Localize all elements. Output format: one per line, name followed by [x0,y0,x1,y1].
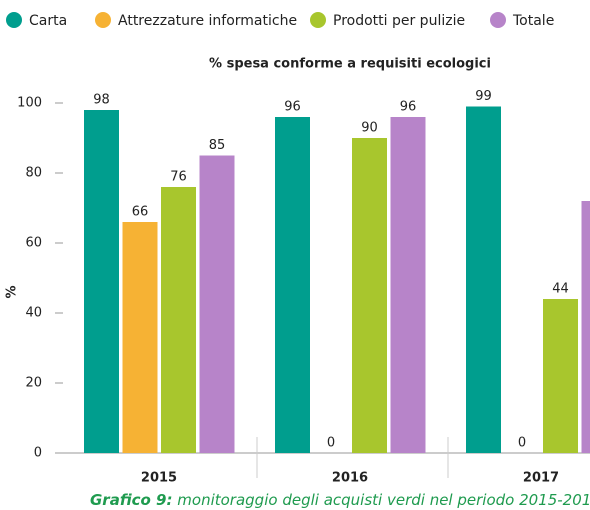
x-tick-label: 2017 [523,471,559,486]
value-label: 96 [284,100,301,115]
value-label: 76 [170,170,187,185]
legend-label: Carta [29,13,67,29]
value-label: 85 [209,138,226,153]
legend-swatch [490,12,506,28]
legend-label: Totale [512,13,554,29]
caption: Grafico 9: monitoraggio degli acquisti v… [90,491,590,509]
y-tick-label: 0 [34,446,42,461]
legend-label: Attrezzature informatiche [118,13,297,29]
chart-subtitle: % spesa conforme a requisiti ecologici [209,57,491,72]
bar [275,117,310,453]
x-tick-label: 2016 [332,471,368,486]
bar [161,187,196,453]
bar [390,117,426,453]
y-axis-label: % [5,285,20,298]
bar [122,222,158,453]
y-tick-label: 40 [25,306,42,321]
bar [581,201,590,453]
value-label: 90 [361,121,378,136]
value-label: 99 [475,89,492,104]
y-tick-label: 20 [25,376,42,391]
value-label: 0 [327,436,335,451]
x-tick-label: 2015 [141,471,177,486]
legend-swatch [6,12,22,28]
value-label: 96 [400,100,417,115]
legend-swatch [310,12,326,28]
bar [199,155,235,453]
bar [352,138,387,453]
value-label: 0 [518,436,526,451]
value-label: 44 [552,282,569,297]
bar [84,110,119,453]
y-tick-label: 100 [17,96,42,111]
value-label: 98 [93,93,110,108]
y-tick-label: 60 [25,236,42,251]
legend-swatch [95,12,111,28]
caption-text: monitoraggio degli acquisti verdi nel pe… [177,491,590,509]
bar [543,299,578,453]
y-tick-label: 80 [25,166,42,181]
bar [466,106,501,453]
value-label: 66 [132,205,149,220]
legend-label: Prodotti per pulizie [333,13,465,29]
caption-label: Grafico 9: [90,491,173,509]
